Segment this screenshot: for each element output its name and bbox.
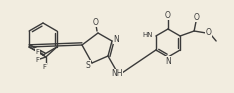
Text: N: N xyxy=(165,57,171,65)
Text: F: F xyxy=(36,57,40,63)
Text: S: S xyxy=(86,61,90,69)
Text: O: O xyxy=(205,28,211,36)
Text: NH: NH xyxy=(111,69,123,78)
Text: F: F xyxy=(43,64,47,70)
Text: O: O xyxy=(165,11,171,20)
Text: O: O xyxy=(193,12,199,21)
Text: N: N xyxy=(113,35,119,44)
Text: F: F xyxy=(36,49,40,55)
Text: HN: HN xyxy=(142,32,153,38)
Text: O: O xyxy=(93,17,99,27)
